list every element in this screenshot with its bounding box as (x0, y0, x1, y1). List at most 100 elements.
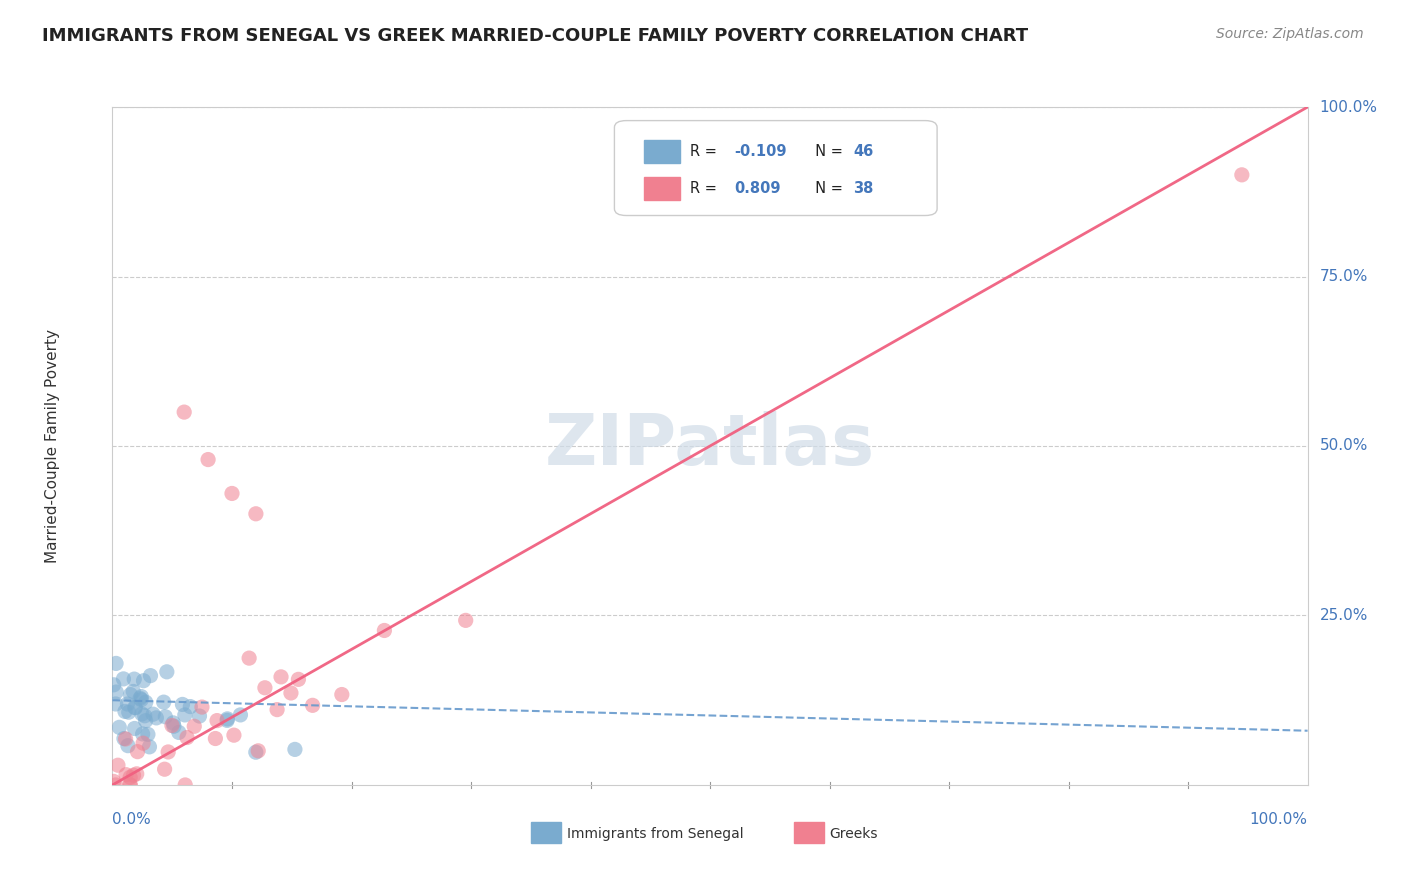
Point (105, 685, 128, 699)
Point (153, 762, 176, 776)
Point (157, 745, 180, 759)
Point (156, 665, 179, 679)
Point (129, 692, 152, 706)
Point (132, 736, 155, 750)
Point (124, 700, 146, 714)
Point (135, 714, 157, 728)
Point (125, 767, 148, 781)
Text: 38: 38 (853, 181, 873, 196)
Point (173, 405, 195, 419)
Bar (793, 822, 824, 843)
Point (112, 672, 135, 686)
Point (301, 698, 323, 713)
Text: -0.109: -0.109 (734, 144, 786, 159)
Point (114, 731, 136, 746)
Point (163, 719, 186, 733)
Point (108, 720, 131, 734)
Point (245, 507, 267, 521)
Point (139, 668, 162, 682)
Point (229, 707, 252, 722)
Point (103, 774, 125, 789)
Point (172, 698, 194, 712)
Point (120, 770, 142, 784)
Point (122, 684, 145, 698)
Point (117, 739, 139, 753)
Point (217, 714, 239, 728)
Point (142, 707, 165, 722)
Point (107, 758, 129, 772)
Point (238, 651, 260, 665)
Text: R =: R = (690, 181, 721, 196)
Point (222, 728, 245, 742)
Point (120, 778, 142, 792)
Text: 75.0%: 75.0% (1320, 269, 1368, 284)
Point (118, 705, 141, 719)
Point (245, 745, 267, 759)
Point (266, 703, 288, 717)
Point (122, 768, 145, 782)
Point (129, 691, 152, 706)
Text: 46: 46 (853, 144, 873, 159)
Point (197, 452, 219, 467)
Point (112, 731, 135, 746)
Point (176, 731, 198, 745)
Point (145, 711, 167, 725)
Point (454, 613, 477, 627)
Bar (644, 177, 681, 200)
Point (1230, 168, 1253, 182)
Point (270, 670, 292, 684)
Text: Married-Couple Family Poverty: Married-Couple Family Poverty (45, 329, 60, 563)
Text: 50.0%: 50.0% (1320, 439, 1368, 453)
Text: 100.0%: 100.0% (1250, 812, 1308, 827)
Point (287, 673, 309, 687)
Point (136, 727, 159, 741)
Point (124, 722, 146, 736)
Text: 0.809: 0.809 (734, 181, 780, 196)
Point (114, 705, 136, 719)
Text: R =: R = (690, 144, 721, 159)
Text: Greeks: Greeks (830, 827, 877, 841)
Point (188, 709, 211, 723)
Point (205, 714, 228, 728)
Point (134, 708, 156, 723)
Point (330, 688, 353, 702)
Text: ZIPatlas: ZIPatlas (546, 411, 875, 481)
Point (179, 699, 201, 714)
FancyBboxPatch shape (614, 120, 938, 216)
Point (105, 657, 128, 671)
Point (103, 678, 125, 692)
Point (174, 778, 197, 792)
Point (183, 719, 205, 733)
Point (152, 695, 174, 709)
Point (138, 739, 160, 754)
Text: Immigrants from Senegal: Immigrants from Senegal (567, 827, 744, 841)
Text: Source: ZipAtlas.com: Source: ZipAtlas.com (1216, 27, 1364, 41)
Point (131, 727, 153, 741)
Point (131, 690, 153, 704)
Bar (531, 822, 561, 843)
Point (117, 697, 139, 711)
Point (135, 695, 157, 709)
Text: IMMIGRANTS FROM SENEGAL VS GREEK MARRIED-COUPLE FAMILY POVERTY CORRELATION CHART: IMMIGRANTS FROM SENEGAL VS GREEK MARRIED… (42, 27, 1028, 45)
Text: 100.0%: 100.0% (1320, 100, 1378, 114)
Text: N =: N = (806, 144, 848, 159)
Point (115, 767, 138, 781)
Point (122, 672, 145, 686)
Point (280, 686, 302, 700)
Point (155, 710, 177, 724)
Point (191, 700, 214, 714)
Point (132, 673, 155, 688)
Point (160, 718, 183, 732)
Point (173, 707, 195, 722)
Point (104, 778, 127, 792)
Bar (644, 139, 681, 162)
Point (104, 697, 127, 711)
Point (247, 744, 270, 758)
Point (162, 715, 184, 730)
Point (120, 688, 142, 702)
Point (221, 486, 243, 500)
Point (131, 706, 153, 721)
Point (124, 700, 146, 714)
Point (284, 742, 307, 756)
Point (167, 725, 190, 739)
